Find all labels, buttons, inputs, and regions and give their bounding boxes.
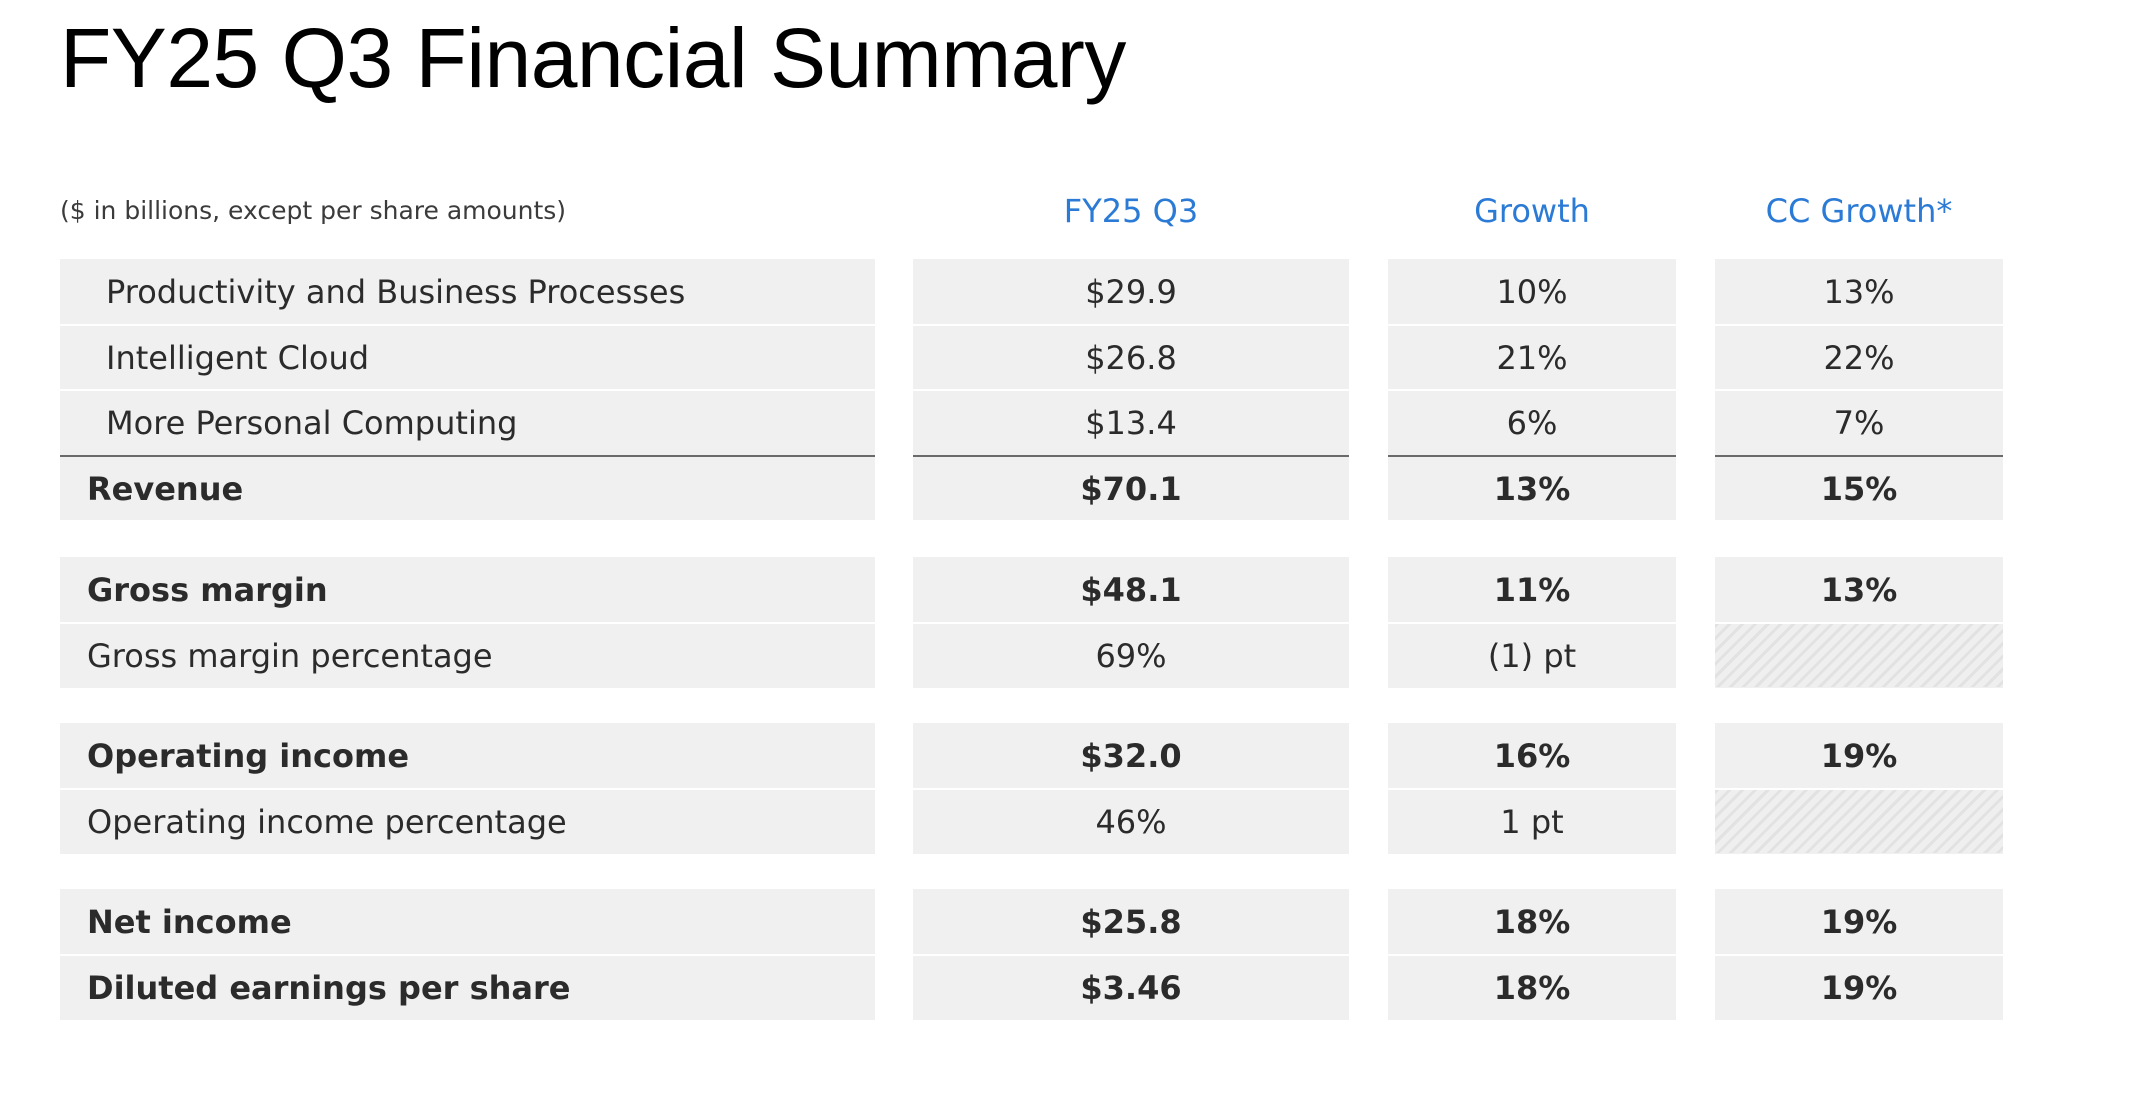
cc-growth-cell: 7%	[1715, 389, 2003, 454]
growth-cell: 11%	[1493, 570, 1571, 609]
growth-column: 18% 18%	[1388, 889, 1676, 1020]
growth-cell: 10%	[1496, 272, 1568, 311]
row-label: Diluted earnings per share	[60, 954, 875, 1019]
row-label: Intelligent Cloud	[60, 324, 875, 389]
growth-column: 11% (1) pt	[1388, 557, 1676, 688]
column-header-fy25-q3: FY25 Q3	[1063, 192, 1199, 230]
value-cell: $32.0	[1080, 736, 1182, 775]
growth-cell: 1 pt	[1388, 788, 1676, 853]
units-note: ($ in billions, except per share amounts…	[60, 196, 567, 225]
label-column: Gross margin Gross margin percentage	[60, 557, 875, 688]
growth-cell: 6%	[1388, 389, 1676, 454]
cc-growth-column: 19%	[1715, 723, 2003, 854]
value-cell: $13.4	[913, 389, 1349, 454]
label-column: Productivity and Business Processes Inte…	[60, 259, 875, 520]
net-income-group: Net income Diluted earnings per share $2…	[0, 889, 2150, 1020]
row-label: Operating income	[87, 736, 410, 775]
cc-growth-cell: 19%	[1820, 736, 1898, 775]
label-column: Net income Diluted earnings per share	[60, 889, 875, 1020]
column-header-cc-growth: CC Growth*	[1765, 192, 1953, 230]
cc-growth-cell-empty	[1715, 622, 2003, 687]
row-label: Operating income percentage	[60, 788, 875, 853]
cc-growth-cell-empty	[1715, 788, 2003, 853]
value-column: $29.9 $26.8 $13.4 $70.1	[913, 259, 1349, 520]
cc-growth-cell: 22%	[1715, 324, 2003, 389]
row-label: More Personal Computing	[60, 389, 875, 454]
growth-cell: 16%	[1493, 736, 1571, 775]
cc-growth-cell: 13%	[1823, 272, 1895, 311]
cc-growth-column: 19% 19%	[1715, 889, 2003, 1020]
cc-growth-cell: 19%	[1715, 954, 2003, 1019]
value-cell: $3.46	[913, 954, 1349, 1019]
growth-cell: (1) pt	[1388, 622, 1676, 687]
label-column: Operating income Operating income percen…	[60, 723, 875, 854]
growth-cell: 21%	[1388, 324, 1676, 389]
value-cell: 69%	[913, 622, 1349, 687]
page-title: FY25 Q3 Financial Summary	[60, 11, 1126, 105]
cc-growth-cell: 19%	[1820, 902, 1898, 941]
value-column: $32.0 46%	[913, 723, 1349, 854]
value-cell: $48.1	[1080, 570, 1182, 609]
growth-cell: 18%	[1388, 954, 1676, 1019]
cc-growth-column: 13% 22% 7% 15%	[1715, 259, 2003, 520]
row-label-revenue: Revenue	[60, 455, 875, 520]
growth-column: 16% 1 pt	[1388, 723, 1676, 854]
cc-growth-cell: 13%	[1820, 570, 1898, 609]
gross-margin-group: Gross margin Gross margin percentage $48…	[0, 557, 2150, 688]
revenue-group: Productivity and Business Processes Inte…	[0, 259, 2150, 520]
row-label: Gross margin percentage	[60, 622, 875, 687]
value-cell: $29.9	[1085, 272, 1177, 311]
cc-growth-cell-revenue: 15%	[1715, 455, 2003, 520]
value-cell-revenue: $70.1	[913, 455, 1349, 520]
value-column: $25.8 $3.46	[913, 889, 1349, 1020]
growth-column: 10% 21% 6% 13%	[1388, 259, 1676, 520]
table-header: ($ in billions, except per share amounts…	[0, 188, 2150, 234]
row-label: Gross margin	[87, 570, 328, 609]
value-column: $48.1 69%	[913, 557, 1349, 688]
column-header-growth: Growth	[1474, 192, 1590, 230]
row-label: Productivity and Business Processes	[106, 272, 686, 311]
operating-income-group: Operating income Operating income percen…	[0, 723, 2150, 854]
growth-cell-revenue: 13%	[1388, 455, 1676, 520]
growth-cell: 18%	[1493, 902, 1571, 941]
row-label: Net income	[87, 902, 292, 941]
cc-growth-column: 13%	[1715, 557, 2003, 688]
value-cell: $26.8	[913, 324, 1349, 389]
value-cell: 46%	[913, 788, 1349, 853]
value-cell: $25.8	[1080, 902, 1182, 941]
